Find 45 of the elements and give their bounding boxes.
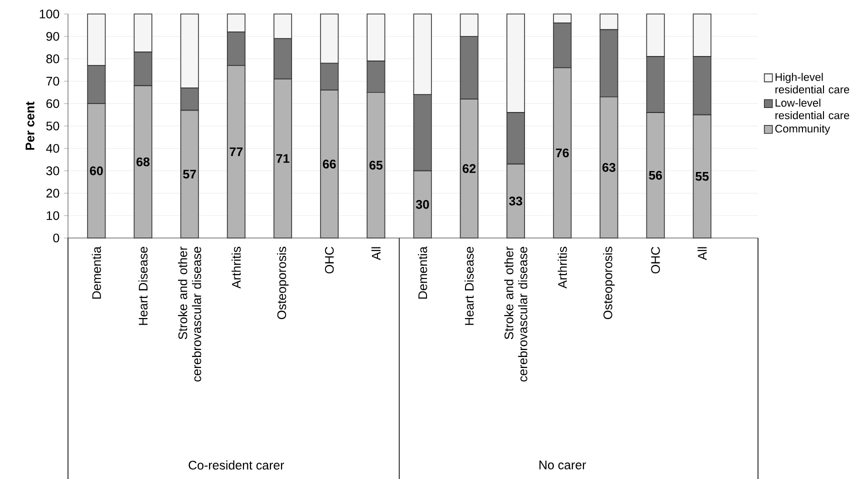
y-tick-label: 10 xyxy=(46,211,60,220)
data-label: 68 xyxy=(136,157,150,166)
x-tick-label: Stroke and other cerebrovascular disease xyxy=(178,246,202,382)
x-tick-label: Osteoporosis xyxy=(603,246,615,320)
y-tick-label: 0 xyxy=(53,234,60,242)
x-tick-label: All xyxy=(698,247,707,260)
y-tick-label: 20 xyxy=(46,188,60,198)
data-label: 56 xyxy=(648,170,662,180)
y-tick-label: 30 xyxy=(46,166,60,176)
y-tick-label: 40 xyxy=(46,144,60,153)
data-label: 60 xyxy=(90,166,103,176)
text: No carer xyxy=(539,460,586,470)
x-tick-label: Arthritis xyxy=(558,246,567,289)
x-tick-label: OHC xyxy=(651,246,660,274)
y-tick-label: 90 xyxy=(46,32,60,41)
y-axis-title: Per cent xyxy=(26,102,34,150)
data-label: 30 xyxy=(416,200,429,209)
x-tick-label: Heart Disease xyxy=(464,246,474,325)
data-label: 65 xyxy=(369,160,383,170)
x-tick-label: All xyxy=(371,247,380,260)
x-tick-label: Heart Disease xyxy=(138,246,148,325)
x-tick-label: Osteoporosis xyxy=(276,246,289,320)
y-tick-label: 100 xyxy=(40,10,60,18)
legend-label: High-level residential care xyxy=(775,72,850,94)
x-tick-label: Dementia xyxy=(92,246,101,299)
data-label: 55 xyxy=(696,172,709,181)
text: Co-resident carer xyxy=(188,460,284,470)
data-label: 62 xyxy=(462,164,476,173)
legend-label: Low-level residential care xyxy=(775,98,850,120)
y-tick-label: 50 xyxy=(46,122,60,130)
data-label: 71 xyxy=(276,154,290,163)
data-label: 63 xyxy=(602,163,616,172)
y-tick-label: 80 xyxy=(46,54,60,64)
data-label: 77 xyxy=(230,147,243,156)
x-tick-label: Arthritis xyxy=(232,246,241,289)
data-label: 57 xyxy=(183,170,196,179)
y-tick-label: 60 xyxy=(46,99,60,108)
y-tick-label: 70 xyxy=(46,76,60,86)
x-tick-label: OHC xyxy=(324,246,334,274)
data-label: 76 xyxy=(556,148,569,158)
x-tick-label: Dementia xyxy=(418,246,428,299)
data-label: 33 xyxy=(509,196,522,206)
legend-label: Community xyxy=(775,124,830,135)
data-label: 66 xyxy=(322,160,336,168)
x-tick-label: Stroke and other cerebrovascular disease xyxy=(504,246,528,382)
